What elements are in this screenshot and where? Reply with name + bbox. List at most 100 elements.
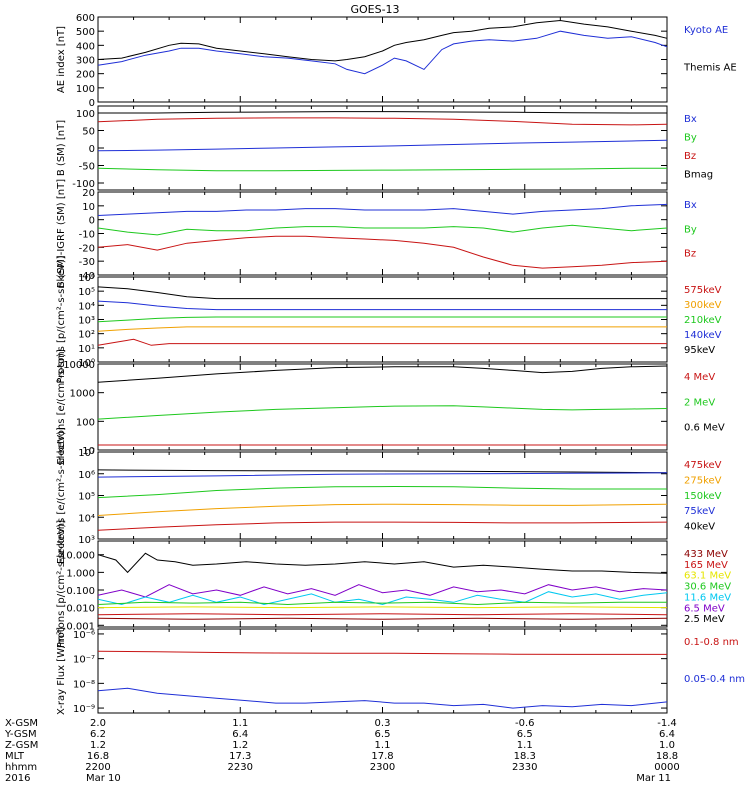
y-tick-label: 10¹: [78, 344, 95, 355]
y-axis-label: Electrons [e/(cm²-s-sr-keV)]: [56, 427, 67, 564]
y-tick-label: 10000: [63, 360, 95, 371]
y-tick-label: 10⁻⁷: [73, 655, 95, 666]
x-table-cell: 18.8: [656, 751, 678, 762]
panel-frame: [97, 363, 668, 451]
y-tick-label: -20: [79, 243, 95, 254]
y-tick-label: 100: [76, 109, 95, 120]
x-table-cell: 6.4: [659, 729, 675, 740]
legend-entry: 95keV: [684, 345, 715, 356]
y-tick-label: -50: [79, 162, 95, 173]
y-axis-label: Electrons [e/(cm²-s-sr)]: [56, 349, 67, 465]
y-tick-label: -100: [72, 179, 95, 190]
y-tick-label: 100: [76, 417, 95, 428]
series-line: [97, 224, 668, 236]
y-tick-label: 10⁰: [78, 358, 95, 369]
y-axis-label: B (SM)-IGRF (SM) [nT]: [56, 179, 67, 288]
x-table-cell: Mar 10: [86, 773, 121, 784]
panel-frame: [97, 628, 668, 714]
legend-entry: Kyoto AE: [684, 25, 728, 36]
series-line: [97, 338, 667, 346]
y-axis-label: X-ray Flux [W/m²]: [56, 627, 67, 715]
x-table-cell: 16.8: [87, 751, 109, 762]
y-tick-label: 300: [76, 56, 95, 67]
x-table-cell: 1.1: [517, 740, 533, 751]
legend-entry: 300keV: [684, 300, 722, 311]
legend-entry: 210keV: [684, 315, 722, 326]
x-table-row-label: 2016: [5, 773, 30, 784]
x-table-cell: 6.2: [90, 729, 106, 740]
x-table-row-label: hhmm: [5, 762, 37, 773]
x-table-cell: 17.3: [229, 751, 251, 762]
x-table-cell: -0.6: [515, 718, 535, 729]
y-tick-label: 200: [76, 70, 95, 81]
panel-frame: [97, 276, 668, 363]
x-table-cell: 6.4: [232, 729, 248, 740]
x-table-cell: 1.0: [659, 740, 675, 751]
x-table-row-label: Z-GSM: [5, 740, 38, 751]
series-line: [97, 117, 668, 126]
series-line: [97, 326, 667, 332]
y-tick-label: 0: [89, 144, 95, 155]
y-tick-label: 10⁴: [78, 513, 95, 524]
y-tick-label: -40: [79, 271, 95, 282]
y-tick-label: 10³: [78, 316, 95, 327]
legend-entry: 475keV: [684, 460, 722, 471]
panel-1: 0 100 200 300 400 500 600 AE index [nT] Kyoto AE…: [56, 13, 737, 109]
y-tick-label: 10⁷: [78, 448, 95, 459]
y-tick-label: 0.001: [66, 621, 95, 632]
legend-entry: 433 MeV: [684, 549, 728, 560]
x-table-cell: Mar 11: [636, 773, 671, 784]
y-axis-label: Protons [p/(cm²-s-sr-keV)]: [56, 520, 67, 648]
x-table-cell: 1.2: [90, 740, 106, 751]
y-tick-label: 10⁶: [78, 470, 95, 481]
y-tick-label: 10⁵: [78, 492, 95, 503]
y-tick-label: 10³: [78, 535, 95, 546]
legend-entry: By: [684, 133, 697, 144]
series-line: [97, 139, 668, 152]
series-line: [97, 552, 668, 574]
x-table-cell: 2330: [512, 762, 537, 773]
y-tick-label: -10: [79, 230, 95, 241]
x-table-cell: 17.8: [371, 751, 393, 762]
x-table-cell: 0000: [654, 762, 679, 773]
y-tick-label: 10: [82, 202, 95, 213]
y-tick-label: 0: [89, 98, 95, 109]
legend-entry: By: [684, 224, 697, 235]
x-table-cell: 2200: [85, 762, 110, 773]
series-line: [97, 485, 667, 499]
x-table-cell: 6.5: [375, 729, 391, 740]
y-tick-label: 1.000: [66, 568, 95, 579]
y-axis-label: AE index [nT]: [56, 26, 67, 93]
series-line: [97, 300, 667, 311]
legend-entry: Bz: [684, 151, 696, 162]
series-line: [97, 469, 668, 474]
series-line: [97, 30, 668, 75]
legend-entry: 75keV: [684, 506, 715, 517]
y-tick-label: 10⁻⁸: [73, 679, 95, 690]
y-tick-label: 10⁻⁶: [73, 630, 95, 641]
series-line: [97, 316, 667, 323]
legend-entry: 0.05-0.4 nm: [684, 674, 745, 685]
x-table-cell: 0.3: [375, 718, 391, 729]
y-tick-label: 600: [76, 13, 95, 24]
x-table-cell: 2300: [370, 762, 395, 773]
y-tick-label: 10: [82, 446, 95, 457]
legend-entry: 30.6 MeV: [684, 582, 731, 593]
y-tick-label: 100: [76, 84, 95, 95]
series-line: [97, 606, 668, 609]
legend-entry: Bx: [684, 114, 697, 125]
legend-entry: 0.6 MeV: [684, 423, 725, 434]
panel-2: -100 -50 0 50 100 B (SM) [nT] Bx By Bz Bmag: [56, 105, 713, 191]
series-line: [97, 503, 668, 516]
y-tick-label: 10⁶: [78, 273, 95, 284]
legend-entry: Bx: [684, 200, 697, 211]
legend-entry: 150keV: [684, 491, 722, 502]
y-tick-label: 10⁴: [78, 301, 95, 312]
legend-entry: 4 MeV: [684, 372, 715, 383]
x-table-cell: -1.4: [657, 718, 677, 729]
series-line: [98, 111, 667, 114]
y-tick-label: -30: [79, 257, 95, 268]
